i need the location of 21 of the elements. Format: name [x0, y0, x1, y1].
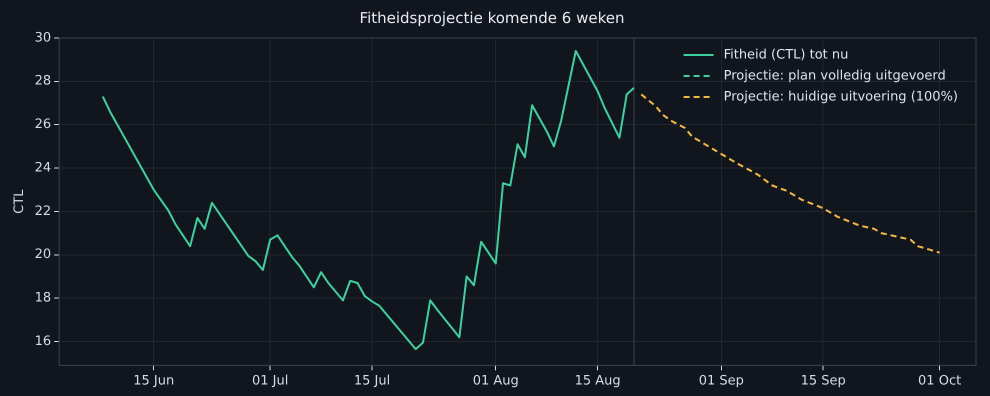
- legend-label: Fitheid (CTL) tot nu: [724, 47, 848, 62]
- y-tick-label: 26: [34, 117, 52, 132]
- y-tick-label: 20: [34, 247, 52, 262]
- y-axis-title: CTL: [12, 188, 28, 214]
- x-tick-label: 01 Sep: [698, 374, 744, 389]
- x-tick-label: 15 Aug: [574, 374, 621, 389]
- x-tick-label: 15 Jun: [133, 374, 174, 389]
- legend-label: Projectie: plan volledig uitgevoerd: [724, 68, 946, 84]
- y-tick-label: 22: [34, 204, 52, 219]
- y-tick-label: 18: [34, 290, 52, 306]
- chart-title: Fitheidsprojectie komende 6 weken: [360, 8, 624, 27]
- legend-label: Projectie: huidige uitvoering (100%): [724, 89, 958, 104]
- x-tick-label: 01 Jul: [252, 374, 288, 389]
- x-tick-label: 01 Oct: [918, 374, 962, 389]
- x-tick-label: 15 Sep: [800, 374, 846, 389]
- y-tick-label: 16: [34, 334, 52, 349]
- y-tick-label: 24: [34, 160, 52, 176]
- y-tick-label: 28: [34, 74, 52, 89]
- x-tick-label: 15 Jul: [354, 374, 390, 389]
- y-tick-label: 30: [34, 30, 52, 46]
- x-tick-label: 01 Aug: [472, 374, 519, 389]
